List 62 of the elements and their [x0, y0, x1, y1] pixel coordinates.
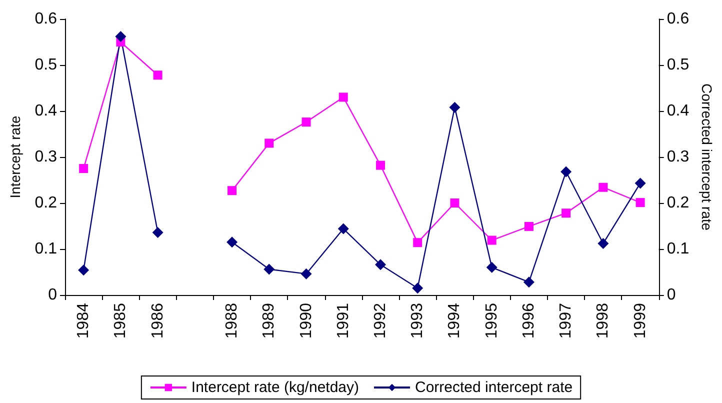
y-axis-title: Intercept rate [7, 116, 23, 198]
y-tick-label: 0.3 [34, 148, 58, 166]
x-tick-label: 1984 [75, 302, 92, 339]
point [115, 30, 126, 42]
point [338, 92, 348, 102]
y2-tick-label: 0.5 [666, 56, 690, 74]
y2-tick-label: 0.1 [666, 240, 690, 258]
point [264, 138, 274, 148]
x-tick-label: 1989 [260, 302, 278, 339]
point [374, 259, 386, 270]
point [412, 282, 424, 294]
legend-label: Intercept rate (kg/netday) [191, 379, 360, 396]
point [523, 276, 534, 288]
point [153, 70, 162, 80]
point [449, 102, 460, 113]
point [450, 198, 460, 208]
y2-axis-title: Corrected intercept rate [699, 83, 715, 231]
x-tick-label: 1990 [298, 302, 315, 339]
point [486, 262, 498, 273]
legend-label: Corrected intercept rate [415, 379, 573, 396]
point [487, 236, 496, 245]
x-tick-label: 1994 [446, 302, 464, 339]
point [376, 160, 385, 170]
x-tick-label: 1995 [483, 302, 500, 339]
point [78, 264, 90, 276]
y-tick-label: 0.1 [34, 240, 58, 258]
point [562, 208, 571, 218]
x-tick-label: 1998 [594, 302, 612, 339]
x-tick-label: 1985 [112, 302, 130, 339]
y2-tick-label: 0.3 [666, 148, 690, 166]
point [228, 186, 237, 196]
point [598, 182, 608, 192]
point [636, 198, 645, 208]
x-tick-label: 1988 [224, 302, 241, 339]
point [560, 166, 572, 178]
y2-tick-label: 0 [666, 286, 676, 304]
y-tick-label: 0.5 [34, 56, 58, 74]
x-tick-label: 1996 [520, 302, 538, 339]
point [413, 238, 422, 248]
x-tick-label: 1986 [149, 302, 166, 339]
point [524, 222, 534, 231]
y-tick-label: 0.4 [34, 102, 58, 120]
y-tick-label: 0.6 [34, 10, 58, 28]
point [226, 236, 238, 248]
point [338, 223, 349, 234]
point [302, 118, 311, 127]
y2-tick-label: 0.4 [666, 102, 690, 120]
x-tick-label: 1991 [334, 302, 352, 339]
x-tick-label: 1997 [558, 302, 575, 339]
x-tick-label: 1992 [372, 302, 389, 339]
y2-tick-label: 0.2 [666, 194, 690, 212]
x-tick-label: 1999 [632, 302, 649, 339]
x-tick-label: 1993 [409, 302, 426, 339]
y-tick-label: 0.2 [34, 194, 58, 212]
point [634, 178, 646, 189]
point [264, 264, 275, 275]
point [300, 268, 312, 280]
point [79, 164, 88, 173]
y-tick-label: 0 [48, 286, 58, 304]
point [152, 226, 164, 238]
point [598, 238, 609, 249]
y2-tick-label: 0.6 [666, 10, 690, 28]
